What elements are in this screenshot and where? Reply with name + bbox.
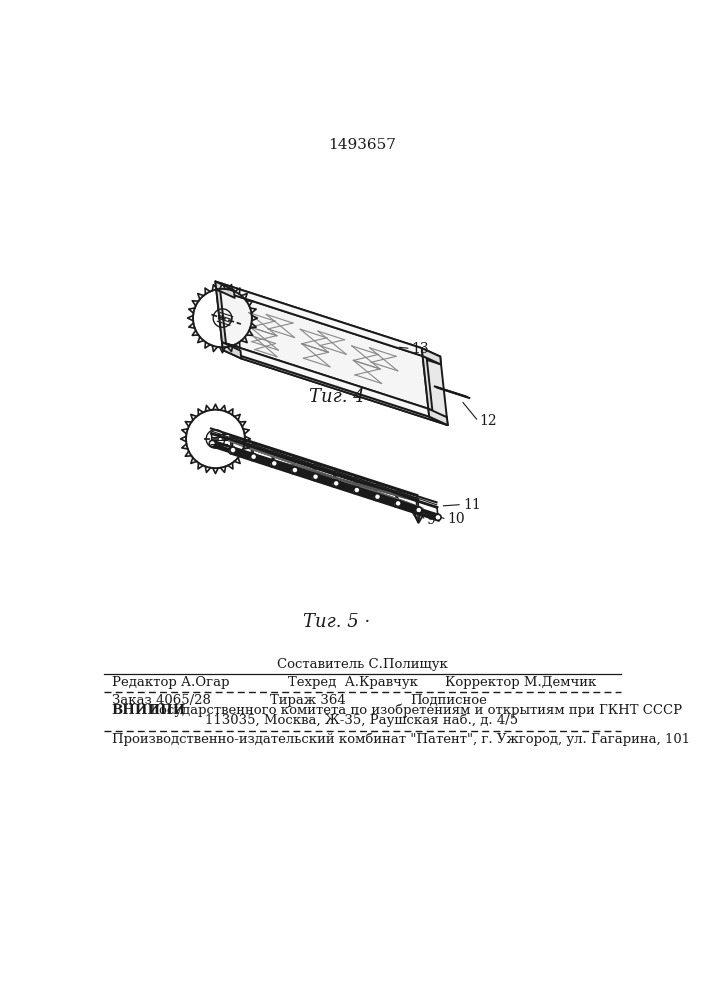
Text: Тираж 364: Тираж 364 xyxy=(271,694,346,707)
Circle shape xyxy=(228,448,235,454)
Circle shape xyxy=(375,494,380,500)
Text: Τиг. 5 ·: Τиг. 5 · xyxy=(303,613,370,631)
Circle shape xyxy=(394,501,399,507)
Text: Техред  А.Кравчук: Техред А.Кравчук xyxy=(288,676,419,689)
Text: 12: 12 xyxy=(479,414,497,428)
Polygon shape xyxy=(216,289,428,409)
Circle shape xyxy=(250,454,257,460)
Polygon shape xyxy=(213,446,421,513)
Text: 1493657: 1493657 xyxy=(328,138,396,152)
Polygon shape xyxy=(216,281,235,298)
Circle shape xyxy=(352,488,358,494)
Polygon shape xyxy=(223,350,448,425)
Circle shape xyxy=(414,508,421,514)
Circle shape xyxy=(312,474,319,480)
Circle shape xyxy=(395,500,401,506)
Circle shape xyxy=(311,474,317,480)
Text: 9: 9 xyxy=(426,513,436,527)
Text: Τиг. 4: Τиг. 4 xyxy=(308,388,364,406)
Polygon shape xyxy=(216,281,423,356)
Polygon shape xyxy=(240,351,448,425)
Polygon shape xyxy=(423,356,433,411)
Circle shape xyxy=(209,440,216,446)
Circle shape xyxy=(354,487,360,493)
Polygon shape xyxy=(235,298,447,417)
Polygon shape xyxy=(428,409,448,425)
Circle shape xyxy=(230,447,236,453)
Circle shape xyxy=(270,461,276,467)
Text: Корректор М.Демчик: Корректор М.Демчик xyxy=(445,676,596,689)
Text: Редактор А.Огар: Редактор А.Огар xyxy=(112,676,229,689)
Text: 10: 10 xyxy=(448,512,465,526)
Circle shape xyxy=(291,468,297,474)
Text: Производственно-издательский комбинат "Патент", г. Ужгород, ул. Гагарина, 101: Производственно-издательский комбинат "П… xyxy=(112,732,690,746)
Circle shape xyxy=(249,454,255,460)
Text: 13: 13 xyxy=(411,342,429,356)
Polygon shape xyxy=(234,290,441,364)
Polygon shape xyxy=(216,281,440,357)
Text: 113035, Москва, Ж-35, Раушская наб., д. 4/5: 113035, Москва, Ж-35, Раушская наб., д. … xyxy=(206,714,518,727)
Text: Подписное: Подписное xyxy=(410,694,487,707)
Text: Составитель С.Полищук: Составитель С.Полищук xyxy=(276,658,448,671)
Text: Заказ 4065/28: Заказ 4065/28 xyxy=(112,694,211,707)
Polygon shape xyxy=(422,348,441,364)
Circle shape xyxy=(292,467,298,473)
Text: Государственного комитета по изобретениям и открытиям при ГКНТ СССР: Государственного комитета по изобретения… xyxy=(146,704,683,717)
Polygon shape xyxy=(222,342,429,417)
Circle shape xyxy=(333,480,339,486)
Polygon shape xyxy=(216,289,226,344)
Circle shape xyxy=(271,460,277,466)
Circle shape xyxy=(435,514,441,520)
Circle shape xyxy=(332,481,338,487)
Text: 11: 11 xyxy=(463,498,481,512)
Polygon shape xyxy=(222,342,241,359)
Circle shape xyxy=(416,507,422,513)
Circle shape xyxy=(373,494,379,500)
Text: ВНИИПИ: ВНИИПИ xyxy=(112,704,186,717)
